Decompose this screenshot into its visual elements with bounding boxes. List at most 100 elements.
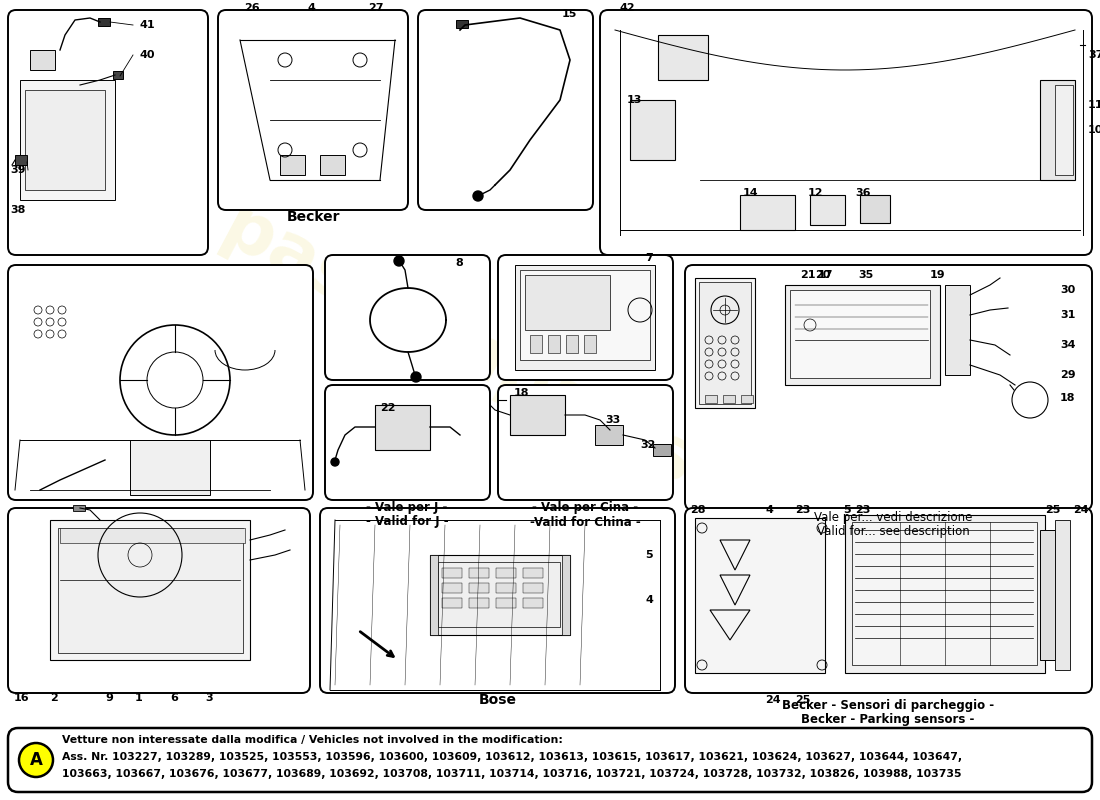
Bar	[723, 395, 735, 403]
Text: 5: 5	[843, 505, 850, 515]
Bar	[320, 155, 345, 175]
Bar	[30, 50, 55, 70]
Text: 29: 29	[1060, 370, 1076, 380]
Bar	[860, 195, 890, 223]
Bar	[130, 440, 210, 495]
Bar	[705, 395, 717, 403]
Bar	[1040, 80, 1075, 180]
Text: - Vale per Cina -: - Vale per Cina -	[532, 502, 638, 514]
Bar	[741, 395, 754, 403]
Bar	[630, 100, 675, 160]
Bar	[522, 583, 543, 593]
Bar	[740, 195, 795, 230]
Text: 32: 32	[640, 440, 656, 450]
Text: - Valid for J -: - Valid for J -	[365, 515, 449, 529]
Bar	[58, 528, 243, 653]
Text: 1: 1	[135, 693, 143, 703]
Bar	[469, 583, 490, 593]
Circle shape	[473, 191, 483, 201]
Bar	[658, 35, 708, 80]
Bar	[113, 71, 123, 79]
Text: 4: 4	[308, 3, 316, 13]
Text: 33: 33	[605, 415, 620, 425]
Text: 5: 5	[645, 550, 652, 560]
Bar	[522, 598, 543, 608]
Text: Bose: Bose	[478, 693, 517, 707]
FancyBboxPatch shape	[8, 10, 208, 255]
Text: 34: 34	[1060, 340, 1076, 350]
Text: 103663, 103667, 103676, 103677, 103689, 103692, 103708, 103711, 103714, 103716, : 103663, 103667, 103676, 103677, 103689, …	[62, 769, 961, 779]
Text: 2: 2	[50, 693, 57, 703]
FancyBboxPatch shape	[324, 385, 490, 500]
Bar	[50, 520, 250, 660]
FancyBboxPatch shape	[320, 508, 675, 693]
Text: Valid for... see description: Valid for... see description	[816, 525, 969, 538]
Bar	[438, 562, 560, 627]
Bar	[1055, 520, 1070, 670]
Text: 38: 38	[10, 205, 25, 215]
FancyBboxPatch shape	[418, 10, 593, 210]
Bar	[566, 335, 578, 353]
FancyBboxPatch shape	[218, 10, 408, 210]
Text: 26: 26	[244, 3, 260, 13]
Text: 25: 25	[795, 695, 811, 705]
Text: Ass. Nr. 103227, 103289, 103525, 103553, 103596, 103600, 103609, 103612, 103613,: Ass. Nr. 103227, 103289, 103525, 103553,…	[62, 752, 962, 762]
Circle shape	[19, 743, 53, 777]
Text: 6: 6	[170, 693, 178, 703]
Bar	[698, 282, 751, 404]
Bar	[469, 568, 490, 578]
Text: - Vale per J -: - Vale per J -	[366, 502, 448, 514]
Bar	[945, 285, 970, 375]
Bar	[653, 444, 671, 456]
Text: 21: 21	[800, 270, 815, 280]
Text: Becker - Parking sensors -: Becker - Parking sensors -	[801, 714, 975, 726]
Bar	[562, 555, 570, 635]
Text: 35: 35	[858, 270, 873, 280]
Bar	[548, 335, 560, 353]
Text: 37: 37	[1088, 50, 1100, 60]
Bar	[845, 515, 1045, 673]
Bar	[456, 20, 468, 28]
Bar	[98, 18, 110, 26]
Text: 12: 12	[808, 188, 824, 198]
Text: 27: 27	[368, 3, 384, 13]
Text: Becker - Sensori di parcheggio -: Becker - Sensori di parcheggio -	[782, 698, 994, 711]
Bar	[20, 80, 115, 200]
Text: 40: 40	[140, 50, 155, 60]
Bar	[496, 598, 516, 608]
Bar	[375, 405, 430, 450]
Bar	[522, 568, 543, 578]
Bar	[469, 598, 490, 608]
Bar	[15, 155, 28, 165]
Text: 18: 18	[1060, 393, 1076, 403]
Bar	[1055, 85, 1072, 175]
Circle shape	[394, 256, 404, 266]
Text: 3: 3	[205, 693, 212, 703]
Bar	[280, 155, 305, 175]
Text: 42: 42	[620, 3, 636, 13]
FancyBboxPatch shape	[324, 255, 490, 380]
Text: 25: 25	[1045, 505, 1060, 515]
Text: 31: 31	[1060, 310, 1076, 320]
Text: 11: 11	[1088, 100, 1100, 110]
Bar	[442, 583, 462, 593]
FancyBboxPatch shape	[685, 265, 1092, 510]
Bar	[810, 195, 845, 225]
Text: 18: 18	[514, 388, 529, 398]
Bar	[525, 275, 610, 330]
Bar	[785, 285, 940, 385]
Text: 30: 30	[1060, 285, 1076, 295]
Bar	[530, 335, 542, 353]
Text: 20: 20	[815, 270, 830, 280]
Bar	[1040, 530, 1055, 660]
Text: 4: 4	[645, 595, 653, 605]
Text: 36: 36	[855, 188, 870, 198]
Bar	[496, 583, 516, 593]
Circle shape	[331, 458, 339, 466]
FancyBboxPatch shape	[498, 385, 673, 500]
Text: 41: 41	[140, 20, 155, 30]
Bar	[520, 270, 650, 360]
Text: 10: 10	[1088, 125, 1100, 135]
Bar	[852, 522, 1037, 665]
Bar	[25, 90, 104, 190]
